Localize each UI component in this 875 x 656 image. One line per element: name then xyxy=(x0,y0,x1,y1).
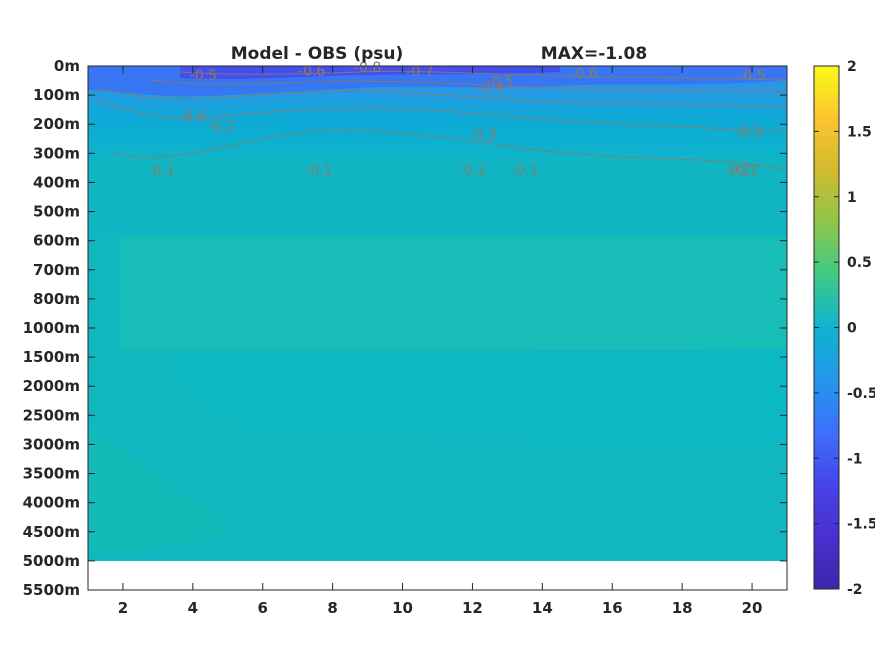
field-deep-band xyxy=(180,349,787,442)
y-tick-label: 5500m xyxy=(23,581,80,599)
y-tick-label: 3500m xyxy=(23,465,80,483)
y-tick-label: 700m xyxy=(33,261,80,279)
x-tick-label: 10 xyxy=(392,599,413,617)
y-tick-label: 1500m xyxy=(23,348,80,366)
contour-line xyxy=(109,129,788,171)
heatmap-field xyxy=(88,66,787,561)
field-surface-core2 xyxy=(180,66,560,80)
contour-label: -0.1 xyxy=(148,163,175,179)
contour-label: -0.6 xyxy=(298,64,325,80)
contour-label: -0.6 xyxy=(179,109,206,125)
y-tick-label: 400m xyxy=(33,173,80,191)
contour-line xyxy=(149,79,788,93)
contour-label: -0.1 xyxy=(731,163,758,179)
x-axis: 2 4 6 8 10 12 14 16 18 20 xyxy=(118,66,763,617)
y-tick-label: 0m xyxy=(54,57,80,75)
contour-label: -0.7 xyxy=(406,64,433,80)
x-tick-label: 6 xyxy=(258,599,268,617)
contour-label: -0.3 xyxy=(735,125,762,141)
x-tick-label: 2 xyxy=(118,599,128,617)
chart-title: Model - OBS (psu) xyxy=(231,44,404,64)
x-tick-label: 4 xyxy=(188,599,198,617)
x-tick-label: 20 xyxy=(742,599,763,617)
colorbar-tick-label: 0.5 xyxy=(847,255,872,271)
y-tick-label: 4500m xyxy=(23,523,80,541)
contour-label: -0.2 xyxy=(724,163,751,179)
chart-subtitle: MAX=-1.08 xyxy=(541,44,647,64)
y-tick-label: 800m xyxy=(33,290,80,308)
x-tick-label: 8 xyxy=(327,599,337,617)
y-tick-label: 2500m xyxy=(23,406,80,424)
y-tick-label: 500m xyxy=(33,203,80,221)
contour-label: -0.5 xyxy=(487,74,514,90)
x-tick-label: 14 xyxy=(532,599,553,617)
contour-labels: -0.5 -0.6 -0.8 -0.7-0.5-0.4-0.6 -0.5-0.6-0.2… xyxy=(148,60,766,179)
y-tick-label: 300m xyxy=(33,144,80,162)
contour-label: -0.1 xyxy=(305,163,332,179)
colorbar-tick-label: 0 xyxy=(847,321,857,337)
colorbar-tick-label: -1 xyxy=(847,451,863,467)
y-tick-label: 200m xyxy=(33,115,80,133)
y-tick-label: 600m xyxy=(33,232,80,250)
colorbar-tick-label: -0.5 xyxy=(847,386,875,402)
contour-label: -0.2 xyxy=(459,163,486,179)
contour-label: -0.6 xyxy=(571,66,598,82)
colorbar-tick-label: -1.5 xyxy=(847,517,875,533)
colorbar-tick-label: 1 xyxy=(847,190,857,206)
colorbar-tick-label: -2 xyxy=(847,582,863,598)
colorbar-tick-label: 2 xyxy=(847,59,857,75)
colorbar-ticks: 2 1.5 1 0.5 0 -0.5 -1 -1.5 -2 xyxy=(814,59,875,598)
y-tick-label: 100m xyxy=(33,86,80,104)
colorbar: 2 1.5 1 0.5 0 -0.5 -1 -1.5 -2 xyxy=(813,59,875,598)
contour-line xyxy=(94,99,788,133)
y-axis: 0m 100m 200m 300m 400m 500m 600m 700m 800m 1000m 1… xyxy=(23,57,787,599)
contour-lines xyxy=(94,70,788,171)
field-mid-band xyxy=(120,236,787,350)
colorbar-tick-label: 1.5 xyxy=(847,124,872,140)
contour-label: -0.1 xyxy=(511,163,538,179)
x-tick-label: 16 xyxy=(602,599,623,617)
contour-label: -0.3 xyxy=(469,127,496,143)
y-tick-label: 1000m xyxy=(23,319,80,337)
y-tick-label: 5000m xyxy=(23,552,80,570)
y-tick-label: 4000m xyxy=(23,494,80,512)
contour-label: -0.8 xyxy=(354,60,381,76)
x-tick-label: 18 xyxy=(672,599,693,617)
contour-label: -0.2 xyxy=(207,119,234,135)
field-bottom-left xyxy=(88,425,235,551)
x-tick-label: 12 xyxy=(462,599,483,617)
y-tick-label: 2000m xyxy=(23,377,80,395)
contour-label: -0.4 xyxy=(476,81,503,97)
contour-line xyxy=(94,87,788,109)
contour-line xyxy=(179,70,788,81)
contour-label: -0.5 xyxy=(190,68,217,84)
y-tick-label: 3000m xyxy=(23,435,80,453)
contour-label: -0.5 xyxy=(738,68,765,84)
